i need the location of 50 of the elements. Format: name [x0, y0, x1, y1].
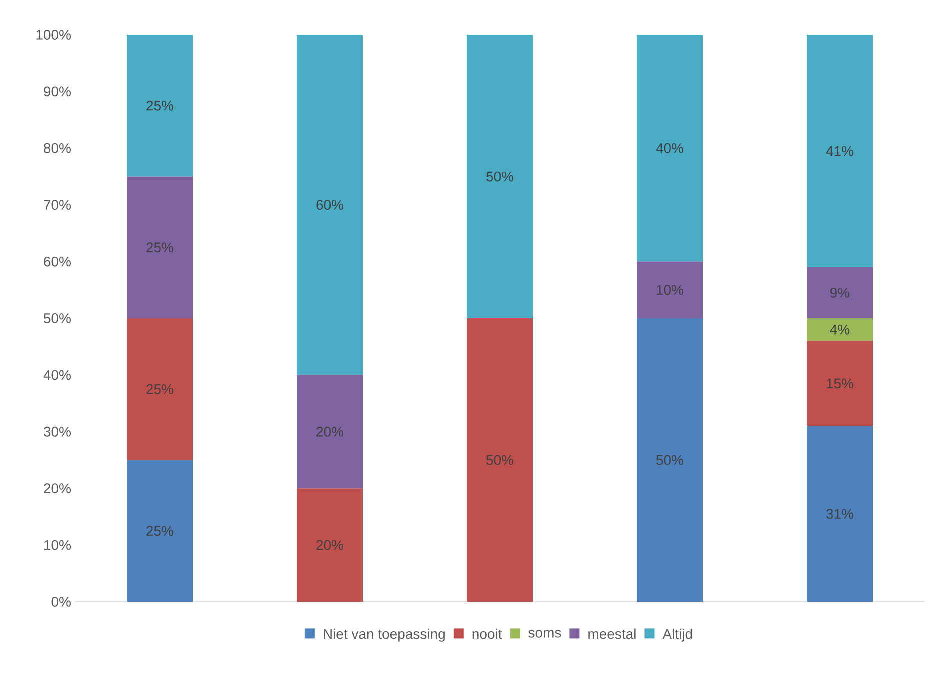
legend-label: meestal [588, 628, 636, 640]
bar [467, 318, 534, 602]
data-label: 31% [826, 509, 854, 520]
bar [807, 267, 873, 318]
data-label: 40% [656, 143, 684, 154]
data-label: 25% [146, 526, 174, 536]
legend-label: Altijd [662, 628, 692, 642]
data-label: 25% [146, 242, 174, 253]
data-label: 20% [316, 540, 344, 550]
y-tick-label: 60% [44, 256, 71, 267]
bar [127, 34, 194, 177]
bar [637, 262, 703, 318]
bar [127, 460, 194, 602]
bar [807, 426, 873, 602]
y-tick-label: 0% [52, 597, 71, 607]
legend-label: soms [528, 630, 562, 638]
legend-label: nooit [472, 628, 502, 640]
bar [297, 488, 364, 602]
bar [807, 341, 873, 426]
y-tick-label: 20% [44, 484, 71, 494]
y-tick-label: 40% [44, 370, 71, 380]
bar [807, 34, 873, 268]
data-label: 50% [486, 172, 514, 182]
y-tick-label: 50% [44, 314, 71, 324]
y-tick-label: 10% [44, 540, 71, 550]
data-label: 10% [657, 285, 684, 296]
data-label: 41% [826, 146, 854, 156]
bar [807, 318, 873, 342]
y-tick-label: 30% [44, 426, 71, 437]
y-tick-label: 80% [44, 143, 71, 154]
data-label: 20% [316, 426, 344, 437]
data-label: 50% [656, 455, 684, 466]
bar [467, 34, 534, 318]
data-label: 4% [830, 324, 850, 335]
bar [127, 176, 194, 318]
data-label: 25% [146, 384, 174, 394]
data-label: 60% [316, 200, 344, 210]
bar [637, 34, 703, 262]
bar [297, 375, 364, 489]
data-label: 25% [146, 100, 174, 111]
data-label: 50% [486, 455, 514, 466]
bar [127, 318, 194, 460]
y-tick-label: 70% [44, 200, 71, 210]
y-tick-label: 100% [36, 30, 71, 40]
bar [297, 34, 364, 376]
legend-label: Niet van toepassing [324, 628, 445, 642]
data-label: 9% [830, 288, 850, 298]
data-label: 15% [827, 378, 854, 389]
bar [637, 318, 703, 602]
y-tick-label: 90% [44, 86, 71, 97]
